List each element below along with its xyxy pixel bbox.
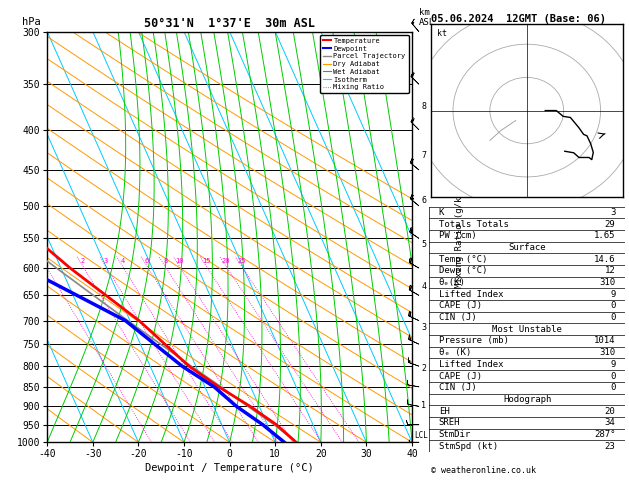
Text: PW (cm): PW (cm) [439,231,476,240]
Text: 34: 34 [604,418,615,427]
Text: StmDir: StmDir [439,430,471,439]
Text: 0: 0 [610,301,615,311]
Text: 5: 5 [421,240,426,249]
Text: 9: 9 [610,290,615,299]
Text: Pressure (mb): Pressure (mb) [439,336,509,346]
Text: km
ASL: km ASL [420,8,435,28]
Text: Lifted Index: Lifted Index [439,290,503,299]
Text: Hodograph: Hodograph [503,395,551,404]
Text: K: K [439,208,444,217]
Text: 287°: 287° [594,430,615,439]
Text: 1014: 1014 [594,336,615,346]
Text: 23: 23 [604,442,615,451]
Text: StmSpd (kt): StmSpd (kt) [439,442,498,451]
Text: 1.65: 1.65 [594,231,615,240]
Text: 310: 310 [599,278,615,287]
Text: CAPE (J): CAPE (J) [439,371,482,381]
Text: 8: 8 [421,102,426,111]
Text: Temp (°C): Temp (°C) [439,255,487,263]
Legend: Temperature, Dewpoint, Parcel Trajectory, Dry Adiabat, Wet Adiabat, Isotherm, Mi: Temperature, Dewpoint, Parcel Trajectory… [320,35,408,93]
Text: © weatheronline.co.uk: © weatheronline.co.uk [431,466,536,475]
Text: 29: 29 [604,220,615,228]
Text: kt: kt [437,30,447,38]
Text: 14.6: 14.6 [594,255,615,263]
Text: Dewp (°C): Dewp (°C) [439,266,487,276]
Text: CAPE (J): CAPE (J) [439,301,482,311]
Text: 8: 8 [163,258,167,264]
Text: 10: 10 [175,258,184,264]
Text: 20: 20 [604,407,615,416]
X-axis label: Dewpoint / Temperature (°C): Dewpoint / Temperature (°C) [145,463,314,473]
Text: 3: 3 [610,208,615,217]
Title: 50°31'N  1°37'E  30m ASL: 50°31'N 1°37'E 30m ASL [144,17,315,31]
Text: 25: 25 [237,258,246,264]
Text: 6: 6 [421,196,426,205]
Text: Totals Totals: Totals Totals [439,220,509,228]
Text: 4: 4 [120,258,125,264]
Text: 3: 3 [104,258,108,264]
Text: Most Unstable: Most Unstable [492,325,562,334]
Text: EH: EH [439,407,450,416]
Text: 3: 3 [421,323,426,332]
Text: 0: 0 [610,383,615,392]
Text: 4: 4 [421,282,426,291]
Text: 0: 0 [610,313,615,322]
Text: 6: 6 [145,258,149,264]
Text: θₑ(K): θₑ(K) [439,278,465,287]
Text: 05.06.2024  12GMT (Base: 06): 05.06.2024 12GMT (Base: 06) [431,14,606,24]
Text: 20: 20 [222,258,230,264]
Text: 2: 2 [421,364,426,373]
Text: 2: 2 [81,258,85,264]
Text: 310: 310 [599,348,615,357]
Text: 15: 15 [202,258,211,264]
Text: CIN (J): CIN (J) [439,313,476,322]
Text: SREH: SREH [439,418,460,427]
Text: LCL: LCL [415,431,428,439]
Text: Surface: Surface [508,243,546,252]
Text: Lifted Index: Lifted Index [439,360,503,369]
Text: 9: 9 [610,360,615,369]
Text: 7: 7 [421,151,426,160]
Text: CIN (J): CIN (J) [439,383,476,392]
Text: hPa: hPa [21,17,40,28]
Text: 12: 12 [604,266,615,276]
Text: θₑ (K): θₑ (K) [439,348,471,357]
Text: Mixing Ratio (g/kg): Mixing Ratio (g/kg) [455,186,464,288]
Text: 0: 0 [610,371,615,381]
Text: 1: 1 [421,401,426,411]
